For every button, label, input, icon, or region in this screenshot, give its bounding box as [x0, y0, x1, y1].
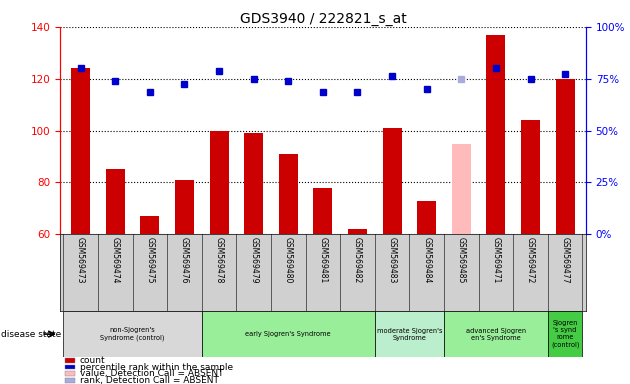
Text: GSM569473: GSM569473: [76, 237, 85, 283]
Text: GSM569481: GSM569481: [318, 237, 328, 283]
Text: count: count: [80, 356, 105, 365]
Text: advanced Sjogren
en's Syndrome: advanced Sjogren en's Syndrome: [466, 328, 526, 341]
Text: GSM569475: GSM569475: [146, 237, 154, 283]
Text: disease state: disease state: [1, 329, 62, 339]
Text: GSM569471: GSM569471: [491, 237, 500, 283]
FancyBboxPatch shape: [202, 311, 375, 357]
Text: GSM569476: GSM569476: [180, 237, 189, 283]
FancyBboxPatch shape: [548, 311, 583, 357]
Text: GSM569477: GSM569477: [561, 237, 570, 283]
Text: GSM569485: GSM569485: [457, 237, 466, 283]
Text: moderate Sjogren's
Syndrome: moderate Sjogren's Syndrome: [377, 328, 442, 341]
Bar: [348, 229, 367, 234]
Bar: [65, 378, 74, 383]
Bar: [417, 200, 436, 234]
Text: GSM569472: GSM569472: [526, 237, 535, 283]
Text: GSM569483: GSM569483: [387, 237, 397, 283]
Text: non-Sjogren's
Syndrome (control): non-Sjogren's Syndrome (control): [100, 327, 165, 341]
Bar: [452, 144, 471, 234]
Text: GSM569480: GSM569480: [284, 237, 293, 283]
Text: GSM569478: GSM569478: [215, 237, 224, 283]
FancyBboxPatch shape: [63, 311, 202, 357]
Bar: [556, 79, 575, 234]
Title: GDS3940 / 222821_s_at: GDS3940 / 222821_s_at: [239, 12, 406, 26]
FancyBboxPatch shape: [444, 311, 548, 357]
Bar: [521, 120, 540, 234]
Bar: [486, 35, 505, 234]
Bar: [140, 216, 159, 234]
Bar: [313, 187, 333, 234]
Bar: [382, 128, 401, 234]
Bar: [278, 154, 298, 234]
Text: rank, Detection Call = ABSENT: rank, Detection Call = ABSENT: [80, 376, 219, 384]
Bar: [175, 180, 194, 234]
Text: GSM569479: GSM569479: [249, 237, 258, 283]
Bar: [106, 169, 125, 234]
Bar: [244, 133, 263, 234]
Text: Sjogren
's synd
rome
(control): Sjogren 's synd rome (control): [551, 320, 580, 348]
Bar: [71, 68, 90, 234]
Text: percentile rank within the sample: percentile rank within the sample: [80, 363, 233, 372]
Bar: [65, 371, 74, 376]
Bar: [210, 131, 229, 234]
Bar: [65, 358, 74, 362]
Text: GSM569474: GSM569474: [111, 237, 120, 283]
Text: value, Detection Call = ABSENT: value, Detection Call = ABSENT: [80, 369, 224, 378]
Text: early Sjogren's Syndrome: early Sjogren's Syndrome: [246, 331, 331, 337]
Bar: [65, 364, 74, 369]
FancyBboxPatch shape: [375, 311, 444, 357]
Text: GSM569482: GSM569482: [353, 237, 362, 283]
Text: GSM569484: GSM569484: [422, 237, 431, 283]
